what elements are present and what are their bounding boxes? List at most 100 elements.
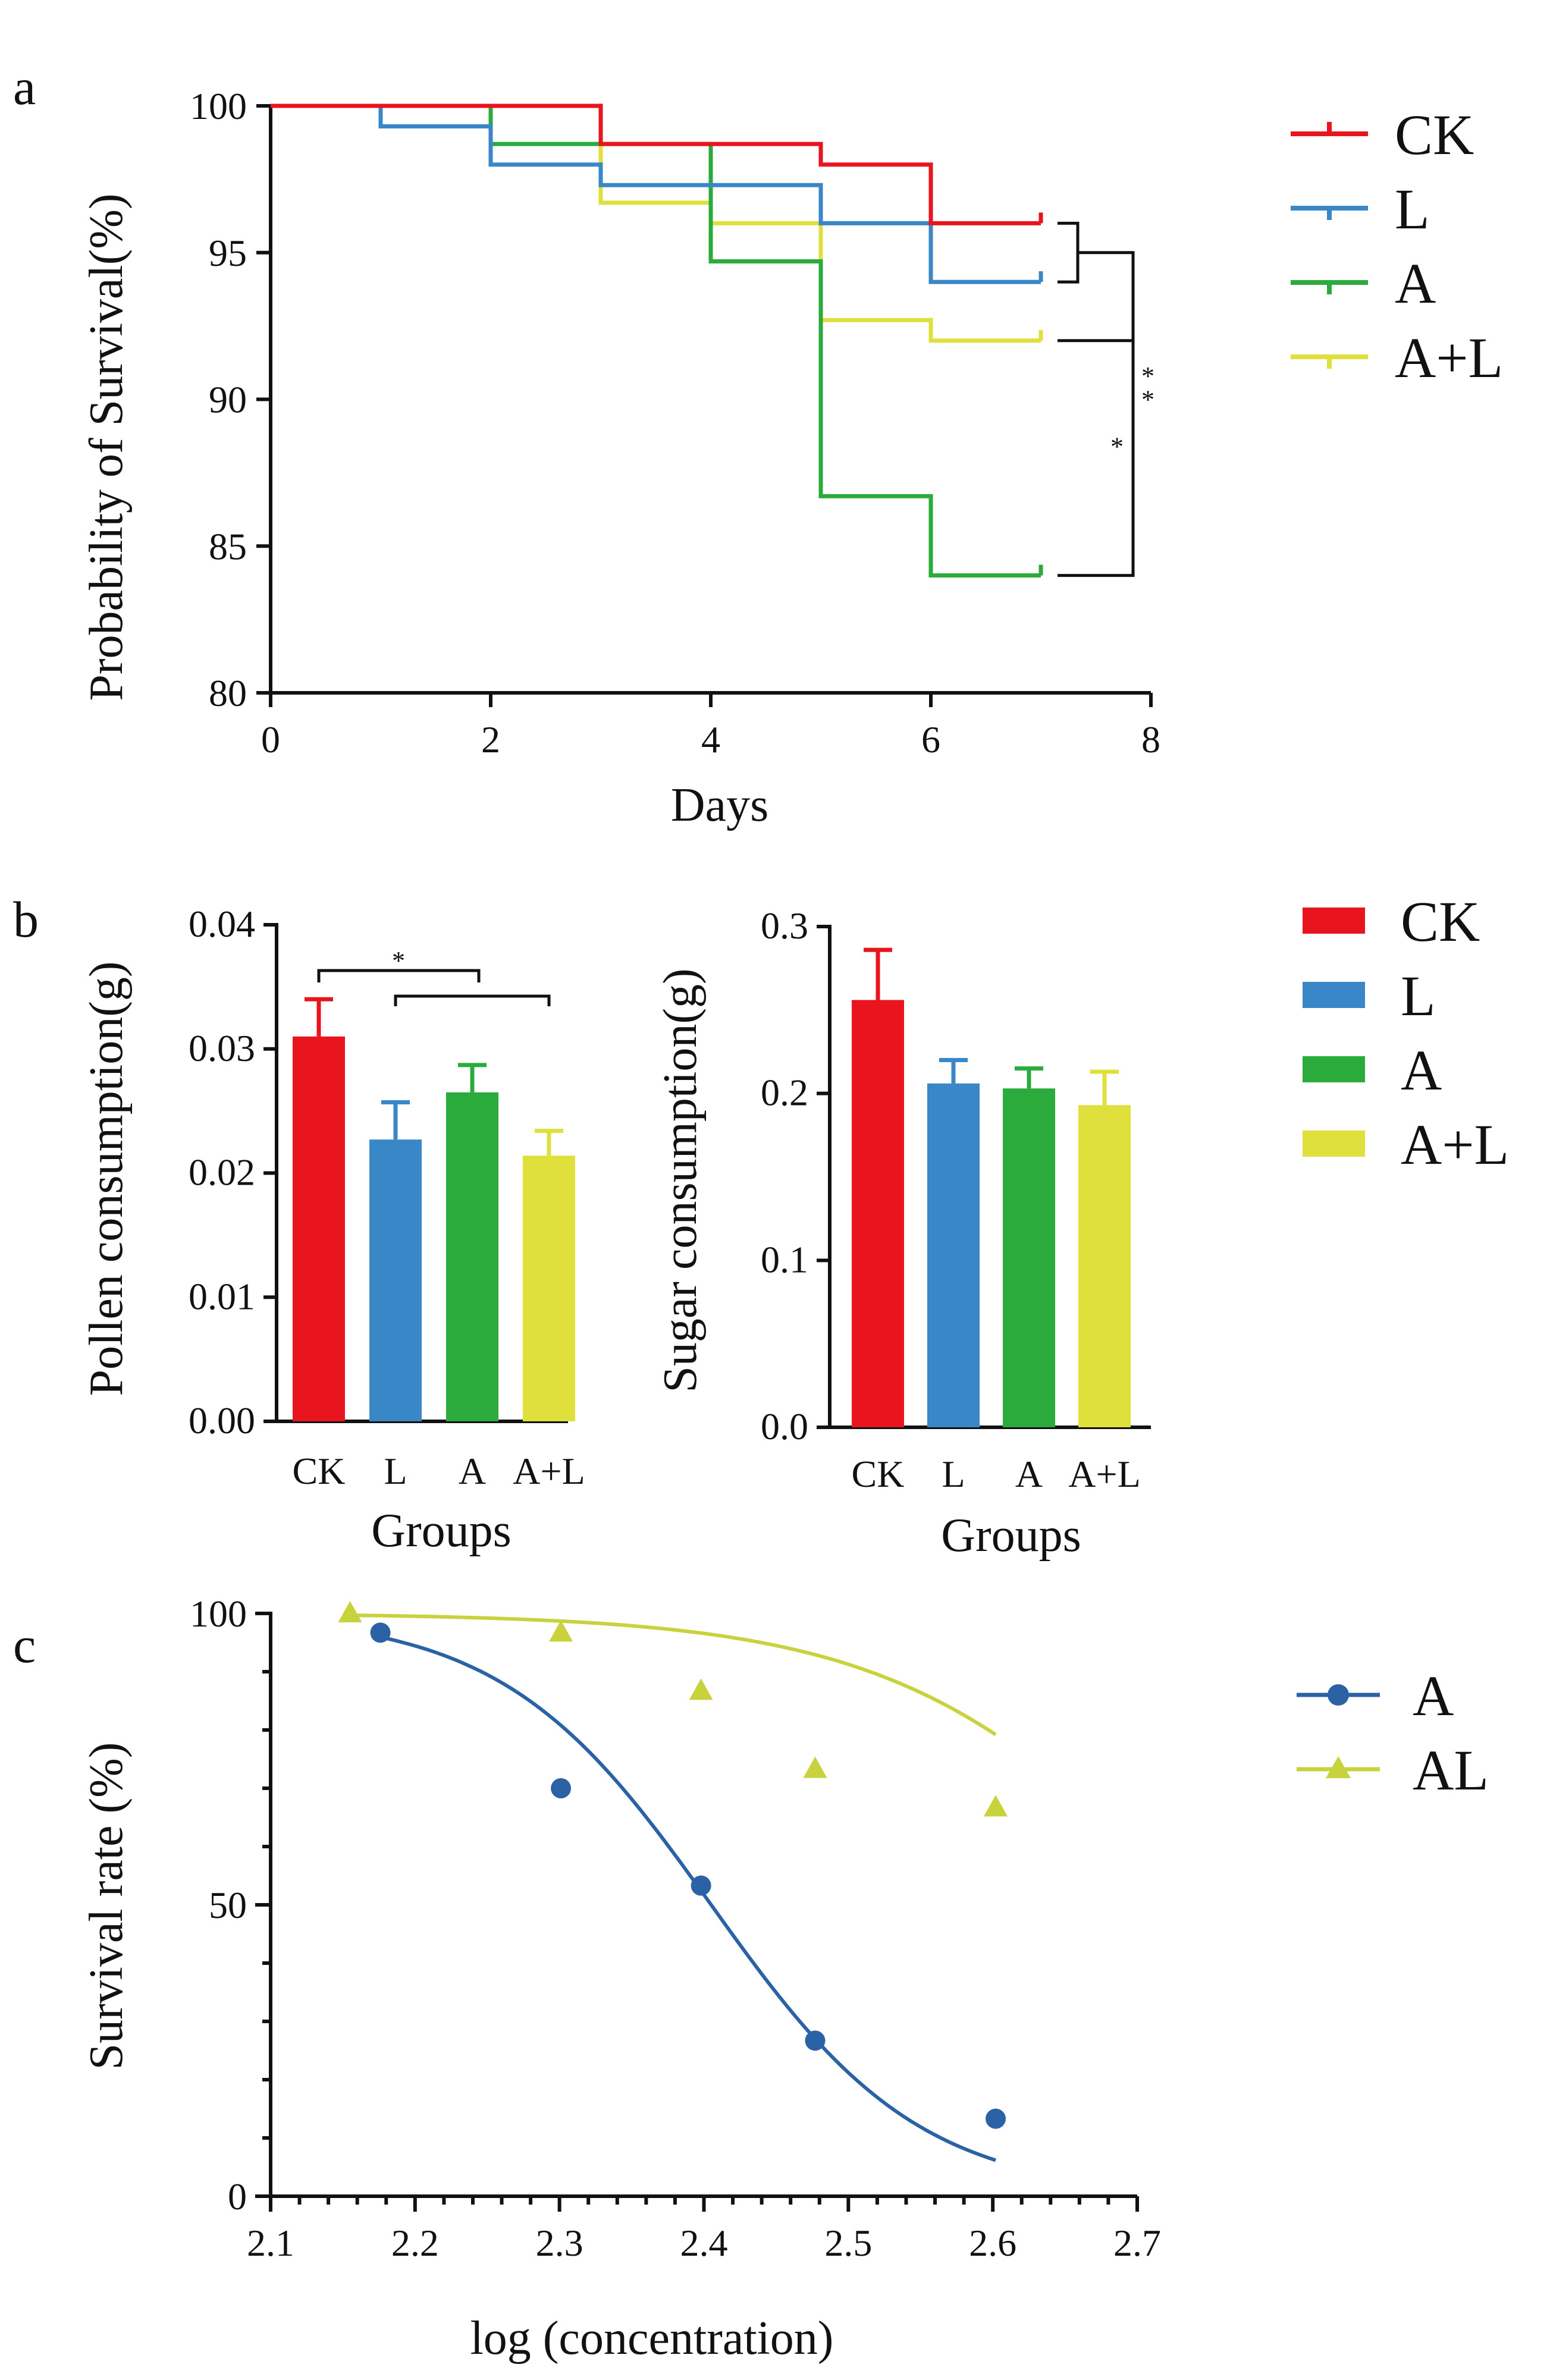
dose-point-AL (803, 1756, 827, 1778)
consumption-legend: CK LA A+L (1303, 890, 1509, 1176)
survival-axes: 80 85 90 95 100 0 2 4 6 8 (190, 85, 1160, 761)
dose-y-tick-label: 100 (190, 1593, 247, 1635)
dose-point-A (370, 1622, 391, 1643)
pollen-y-tick-label: 0.04 (189, 903, 255, 945)
legend-b-label: CK (1401, 890, 1480, 953)
legend-b-swatch (1303, 1131, 1365, 1157)
dose-x-tick-label: 2.4 (680, 2222, 728, 2264)
sugar-category-label: CK (852, 1453, 905, 1495)
dose-point-A (805, 2030, 826, 2051)
pollen-bracket-treatments (394, 994, 551, 1006)
sugar-bar-A+L (1078, 1105, 1131, 1427)
pollen-axes: 0.00 0.01 0.02 0.03 0.04 (189, 903, 568, 1442)
pollen-y-axis-title: Pollen consumption(g) (80, 961, 133, 1396)
pollen-chart: 0.00 0.01 0.02 0.03 0.04 CK L A A+L * Groups Pol… (80, 903, 585, 1557)
survival-legend: CK LA A+L (1291, 103, 1503, 390)
dose-fit-curve-AL (350, 1613, 997, 1737)
sugar-bar-A (1003, 1088, 1055, 1427)
sig-star-al-a: * (1110, 432, 1124, 461)
pollen-bar-A (446, 1092, 498, 1421)
pollen-y-tick-label: 0.01 (189, 1275, 255, 1317)
dose-x-tick-label: 2.5 (824, 2222, 872, 2264)
dose-point-A (551, 1778, 572, 1798)
dose-y-tick-label: 0 (228, 2175, 247, 2218)
sig-star-ckl-a: * (1141, 362, 1154, 391)
sugar-bar-CK (852, 1000, 904, 1427)
legend-c-label: AL (1413, 1738, 1489, 1802)
sugar-chart: 0.0 0.1 0.2 0.3 CK L A A+L Groups Sugar consum… (654, 905, 1151, 1562)
dose-x-tick-label: 2.6 (969, 2222, 1016, 2264)
dose-point-A (986, 2108, 1006, 2129)
panel-letter-c: c (13, 1616, 36, 1673)
sugar-y-tick-label: 0.3 (761, 905, 808, 947)
survival-x-tick-label: 6 (921, 718, 940, 761)
legend-c-marker (1328, 1684, 1349, 1706)
pollen-bar-CK (293, 1036, 345, 1421)
dose-response-axes: 0 50 100 2.1 2.2 2.3 2.4 2.5 2.6 2.7 (190, 1593, 1161, 2264)
dose-legend: A AL (1297, 1664, 1489, 1802)
sugar-category-label: L (942, 1453, 965, 1495)
dose-point-AL (338, 1601, 362, 1622)
bracket-ckl-a (1058, 251, 1135, 577)
dose-x-tick-label: 2.7 (1113, 2222, 1161, 2264)
legend-c-label: A (1413, 1664, 1454, 1728)
survival-x-tick-label: 8 (1141, 718, 1160, 761)
pollen-category-label: A+L (513, 1450, 585, 1492)
survival-y-tick-label: 95 (209, 232, 247, 274)
bracket-ck-l (1058, 221, 1080, 284)
pollen-bracket-ck (317, 969, 481, 982)
pollen-sig-star: * (392, 946, 405, 975)
survival-x-tick-label: 2 (481, 718, 500, 761)
dose-x-tick-label: 2.3 (536, 2222, 583, 2264)
dose-point-AL (984, 1795, 1008, 1817)
survival-x-tick-label: 0 (261, 718, 280, 761)
legend-a-label: CK (1395, 103, 1474, 167)
survival-line-A (271, 103, 1041, 578)
sugar-bar-L (927, 1083, 980, 1427)
dose-x-axis-title: log (concentration) (470, 2312, 834, 2365)
sugar-y-tick-label: 0.0 (761, 1405, 808, 1448)
pollen-category-label: L (384, 1450, 407, 1492)
survival-y-tick-label: 80 (209, 672, 247, 714)
dose-y-axis-title: Survival rate (%) (80, 1742, 133, 2070)
sugar-category-label: A+L (1068, 1453, 1140, 1495)
sugar-x-axis-title: Groups (941, 1509, 1081, 1562)
pollen-y-tick-label: 0.02 (189, 1151, 255, 1194)
legend-a-label: A+L (1395, 326, 1503, 390)
sugar-bars: CK L A A+L (852, 947, 1141, 1495)
legend-b-swatch (1303, 1056, 1365, 1082)
legend-b-swatch (1303, 908, 1365, 934)
survival-significance: *** (1058, 221, 1154, 577)
sugar-y-axis-title: Sugar consumption(g) (654, 968, 707, 1392)
dose-point-AL (549, 1620, 573, 1642)
pollen-bars: CK L A A+L * (293, 946, 585, 1492)
legend-b-label: A+L (1401, 1113, 1509, 1176)
sig-star-ckl-a: * (1141, 385, 1154, 414)
legend-b-swatch (1303, 982, 1365, 1008)
survival-lines (271, 103, 1043, 578)
pollen-y-tick-label: 0.00 (189, 1399, 255, 1442)
survival-y-tick-label: 90 (209, 379, 247, 421)
dose-response-chart: 0 50 100 2.1 2.2 2.3 2.4 2.5 2.6 2.7 log (concent… (80, 1593, 1161, 2365)
pollen-category-label: A (459, 1450, 486, 1492)
dose-fit-curve-A (379, 1635, 996, 2162)
survival-y-tick-label: 100 (190, 85, 247, 127)
pollen-bar-L (369, 1139, 422, 1421)
legend-c-marker (1326, 1756, 1351, 1778)
dose-x-tick-label: 2.2 (391, 2222, 439, 2264)
dose-response-series (338, 1601, 1008, 2162)
dose-y-tick-label: 50 (209, 1884, 247, 1926)
dose-point-AL (689, 1678, 713, 1700)
pollen-x-axis-title: Groups (371, 1505, 512, 1557)
survival-y-axis-title: Probability of Survival(%) (80, 193, 133, 701)
panel-letter-b: b (13, 891, 39, 948)
dose-x-tick-label: 2.1 (247, 2222, 294, 2264)
survival-x-axis-title: Days (671, 779, 768, 831)
pollen-bar-A+L (523, 1156, 575, 1421)
legend-b-label: A (1401, 1038, 1442, 1102)
dose-point-A (691, 1875, 711, 1896)
pollen-y-tick-label: 0.03 (189, 1027, 255, 1069)
pollen-category-label: CK (293, 1450, 346, 1492)
